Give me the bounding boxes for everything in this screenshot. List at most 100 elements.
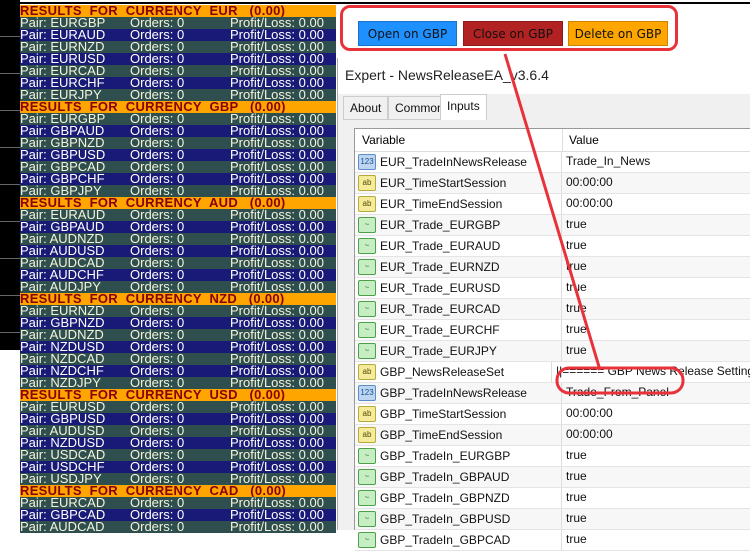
input-row[interactable]: ~ EUR_Trade_EURUSD true xyxy=(355,278,750,299)
pair-row: Pair: GBPNZD Orders: 0 Profit/Loss: 0.00 xyxy=(20,137,336,149)
value-cell[interactable]: true xyxy=(566,469,587,483)
input-row[interactable]: ~ GBP_TradeIn_GBPUSD true xyxy=(355,509,750,530)
orders-count: Orders: 0 xyxy=(130,221,185,233)
value-cell[interactable]: true xyxy=(566,490,587,504)
orders-count: Orders: 0 xyxy=(130,89,185,101)
pair-row: Pair: EURUSD Orders: 0 Profit/Loss: 0.00 xyxy=(20,53,336,65)
variable-cell: 123 GBP_TradeInNewsRelease xyxy=(355,383,562,403)
tab-about[interactable]: About xyxy=(343,96,389,120)
pair-row: Pair: GBPJPY Orders: 0 Profit/Loss: 0.00 xyxy=(20,185,336,197)
input-row[interactable]: ~ GBP_TradeIn_GBPAUD true xyxy=(355,467,750,488)
pair-label: Pair: EURCHF xyxy=(20,77,105,89)
value-cell[interactable]: true xyxy=(566,448,587,462)
input-row[interactable]: ~ EUR_Trade_EURGBP true xyxy=(355,215,750,236)
value-cell[interactable]: true xyxy=(566,343,587,357)
pair-label: Pair: NZDUSD xyxy=(20,341,105,353)
pair-label: Pair: EURGBP xyxy=(20,17,106,29)
tab-inputs[interactable]: Inputs xyxy=(440,94,487,120)
profit-loss: Profit/Loss: 0.00 xyxy=(230,497,324,509)
pair-row: Pair: GBPUSD Orders: 0 Profit/Loss: 0.00 xyxy=(20,413,336,425)
pair-label: Pair: USDCAD xyxy=(20,449,106,461)
input-row[interactable]: ~ EUR_Trade_EURJPY true xyxy=(355,341,750,362)
open-gbp-button[interactable]: Open on GBP xyxy=(358,21,457,46)
orders-count: Orders: 0 xyxy=(130,401,185,413)
value-cell[interactable]: true xyxy=(566,511,587,525)
input-row[interactable]: ~ GBP_TradeIn_EURGBP true xyxy=(355,446,750,467)
pair-row: Pair: AUDNZD Orders: 0 Profit/Loss: 0.00 xyxy=(20,329,336,341)
close-gbp-button[interactable]: Close on GBP xyxy=(463,21,563,46)
orders-count: Orders: 0 xyxy=(130,41,185,53)
profit-loss: Profit/Loss: 0.00 xyxy=(230,245,324,257)
pair-row: Pair: NZDUSD Orders: 0 Profit/Loss: 0.00 xyxy=(20,437,336,449)
value-cell[interactable]: true xyxy=(566,301,587,315)
pair-row: Pair: EURNZD Orders: 0 Profit/Loss: 0.00 xyxy=(20,305,336,317)
pair-row: Pair: AUDUSD Orders: 0 Profit/Loss: 0.00 xyxy=(20,245,336,257)
profit-loss: Profit/Loss: 0.00 xyxy=(230,509,324,521)
value-cell[interactable]: Trade_From_Panel xyxy=(566,385,669,399)
delete-gbp-button[interactable]: Delete on GBP xyxy=(568,21,668,46)
pair-row: Pair: GBPAUD Orders: 0 Profit/Loss: 0.00 xyxy=(20,221,336,233)
variable-name: GBP_TimeStartSession xyxy=(380,406,507,421)
string-icon: ab xyxy=(358,427,376,443)
variable-name: EUR_TimeEndSession xyxy=(380,196,503,211)
input-row[interactable]: ab GBP_TimeStartSession 00:00:00 xyxy=(355,404,750,425)
pair-row: Pair: USDCHF Orders: 0 Profit/Loss: 0.00 xyxy=(20,461,336,473)
column-value[interactable]: Value xyxy=(569,133,599,147)
input-row[interactable]: ~ EUR_Trade_EURNZD true xyxy=(355,257,750,278)
input-row[interactable]: ab GBP_NewsReleaseSet ||====== GBP News Re… xyxy=(355,362,750,383)
variable-cell: ~ GBP_TradeIn_GBPAUD xyxy=(355,467,562,487)
profit-loss: Profit/Loss: 0.00 xyxy=(230,413,324,425)
value-cell[interactable]: true xyxy=(566,322,587,336)
dialog-title: Expert - NewsReleaseEA_v3.6.4 xyxy=(338,58,750,94)
pair-label: Pair: EURNZD xyxy=(20,41,105,53)
column-variable[interactable]: Variable xyxy=(355,129,563,151)
profit-loss: Profit/Loss: 0.00 xyxy=(230,209,324,221)
value-cell[interactable]: ||====== GBP News Release Settings xyxy=(555,364,750,378)
value-cell[interactable]: Trade_In_News xyxy=(566,154,651,168)
pair-label: Pair: EURUSD xyxy=(20,401,106,413)
value-cell[interactable]: 00:00:00 xyxy=(566,196,613,210)
input-row[interactable]: 123 EUR_TradeInNewsRelease Trade_In_News xyxy=(355,152,750,173)
value-cell[interactable]: 00:00:00 xyxy=(566,427,613,441)
profit-loss: Profit/Loss: 0.00 xyxy=(230,113,324,125)
currency-header: RESULTS FOR CURRENCY USD (0.00) xyxy=(20,389,336,401)
pair-row: Pair: GBPUSD Orders: 0 Profit/Loss: 0.00 xyxy=(20,149,336,161)
pair-label: Pair: GBPNZD xyxy=(20,317,105,329)
value-cell[interactable]: true xyxy=(566,532,587,546)
profit-loss: Profit/Loss: 0.00 xyxy=(230,425,324,437)
profit-loss: Profit/Loss: 0.00 xyxy=(230,281,324,293)
value-cell[interactable]: true xyxy=(566,238,587,252)
value-cell[interactable]: true xyxy=(566,280,587,294)
input-row[interactable]: ~ GBP_TradeIn_GBPNZD true xyxy=(355,488,750,509)
pair-label: Pair: USDJPY xyxy=(20,473,102,485)
profit-loss: Profit/Loss: 0.00 xyxy=(230,137,324,149)
pair-label: Pair: GBPJPY xyxy=(20,185,102,197)
value-cell[interactable]: 00:00:00 xyxy=(566,175,613,189)
profit-loss: Profit/Loss: 0.00 xyxy=(230,377,324,389)
orders-count: Orders: 0 xyxy=(130,461,185,473)
pair-label: Pair: EURNZD xyxy=(20,305,105,317)
variable-name: EUR_Trade_EURGBP xyxy=(380,217,501,232)
variable-cell: ~ EUR_Trade_EURCAD xyxy=(355,299,562,319)
input-row[interactable]: ~ EUR_Trade_EURAUD true xyxy=(355,236,750,257)
input-row[interactable]: ab GBP_TimeEndSession 00:00:00 xyxy=(355,425,750,446)
input-row[interactable]: ~ GBP_TradeIn_GBPCAD true xyxy=(355,530,750,551)
input-row[interactable]: ~ EUR_Trade_EURCHF true xyxy=(355,320,750,341)
value-cell[interactable]: true xyxy=(566,259,587,273)
value-cell[interactable]: 00:00:00 xyxy=(566,406,613,420)
value-cell[interactable]: true xyxy=(566,217,587,231)
input-row[interactable]: ab EUR_TimeStartSession 00:00:00 xyxy=(355,173,750,194)
input-row[interactable]: ab EUR_TimeEndSession 00:00:00 xyxy=(355,194,750,215)
variable-name: EUR_Trade_EURCHF xyxy=(380,322,500,337)
input-row[interactable]: 123 GBP_TradeInNewsRelease Trade_From_Pane… xyxy=(355,383,750,404)
pair-row: Pair: AUDCHF Orders: 0 Profit/Loss: 0.00 xyxy=(20,269,336,281)
pair-row: Pair: EURAUD Orders: 0 Profit/Loss: 0.00 xyxy=(20,209,336,221)
input-row[interactable]: ~ EUR_Trade_EURCAD true xyxy=(355,299,750,320)
variable-cell: ab GBP_TimeStartSession xyxy=(355,404,562,424)
variable-name: EUR_Trade_EURUSD xyxy=(380,280,501,295)
variable-name: GBP_TradeIn_GBPCAD xyxy=(380,532,511,547)
boolean-icon: ~ xyxy=(358,448,376,464)
pair-label: Pair: AUDUSD xyxy=(20,245,105,257)
orders-count: Orders: 0 xyxy=(130,353,185,365)
orders-count: Orders: 0 xyxy=(130,413,185,425)
